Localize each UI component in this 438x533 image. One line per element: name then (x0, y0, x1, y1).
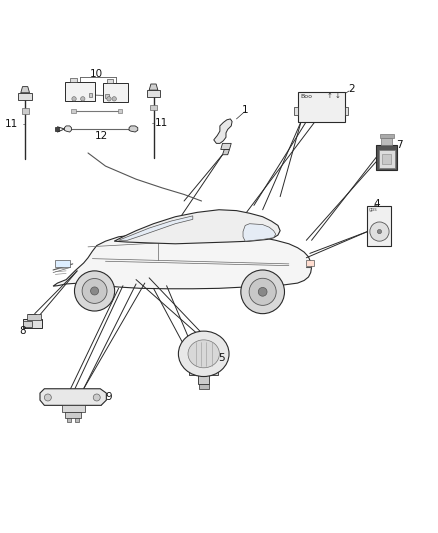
Bar (55, 127, 59, 131)
Circle shape (370, 222, 389, 241)
Circle shape (107, 96, 111, 101)
Text: 8: 8 (19, 326, 26, 336)
Circle shape (249, 278, 276, 305)
Polygon shape (18, 93, 32, 100)
Bar (379, 150, 395, 168)
Text: 12: 12 (95, 131, 108, 141)
Bar (345, 107, 348, 115)
Polygon shape (129, 126, 138, 132)
Circle shape (112, 96, 117, 101)
Circle shape (241, 270, 285, 313)
Text: $\uparrow\downarrow$: $\uparrow\downarrow$ (325, 91, 341, 100)
Circle shape (91, 287, 99, 295)
Circle shape (44, 394, 51, 401)
Polygon shape (149, 84, 158, 90)
Polygon shape (21, 87, 29, 93)
Polygon shape (53, 233, 311, 289)
Bar (27, 313, 41, 320)
Polygon shape (114, 210, 280, 244)
Circle shape (93, 394, 100, 401)
Bar (55, 261, 70, 266)
Bar (381, 138, 392, 145)
Text: 9: 9 (106, 392, 112, 402)
Polygon shape (64, 126, 71, 132)
Circle shape (258, 287, 267, 296)
Bar (75, 418, 79, 422)
Bar (70, 78, 77, 82)
Circle shape (378, 230, 381, 233)
Bar (23, 321, 32, 327)
Bar (297, 92, 345, 122)
Text: 11: 11 (4, 119, 18, 129)
Circle shape (74, 271, 115, 311)
Bar (67, 418, 71, 422)
Text: 2: 2 (348, 84, 355, 94)
Bar (65, 82, 95, 101)
Polygon shape (22, 313, 42, 328)
Bar (367, 206, 392, 246)
Bar (382, 154, 391, 164)
Bar (294, 107, 297, 115)
Polygon shape (221, 143, 231, 149)
Polygon shape (223, 149, 230, 155)
Text: 4: 4 (374, 199, 380, 208)
Polygon shape (214, 119, 232, 143)
Text: 11: 11 (155, 118, 168, 128)
Bar (150, 105, 157, 110)
Ellipse shape (178, 331, 229, 376)
Bar (198, 375, 209, 384)
Bar (376, 145, 397, 171)
Ellipse shape (188, 340, 219, 368)
Text: 1: 1 (242, 105, 248, 115)
Polygon shape (119, 216, 193, 240)
Bar (106, 94, 109, 98)
Bar (380, 134, 394, 138)
Bar (103, 83, 128, 102)
Bar (65, 413, 81, 418)
Text: 7: 7 (396, 140, 403, 150)
Bar (189, 365, 218, 375)
Bar (199, 384, 208, 389)
Text: 10: 10 (89, 69, 102, 79)
Text: Boo: Boo (300, 93, 312, 99)
Circle shape (81, 96, 85, 101)
Bar (306, 261, 314, 265)
Bar (118, 109, 122, 113)
Text: gps: gps (369, 207, 378, 212)
Polygon shape (40, 389, 106, 405)
Circle shape (82, 279, 107, 303)
Bar (21, 108, 28, 114)
Polygon shape (243, 224, 276, 241)
Circle shape (72, 96, 76, 101)
Bar (107, 79, 113, 83)
Bar (89, 93, 92, 97)
Bar (62, 405, 85, 413)
Text: 5: 5 (218, 353, 225, 363)
Polygon shape (147, 90, 160, 97)
Bar (71, 109, 76, 113)
